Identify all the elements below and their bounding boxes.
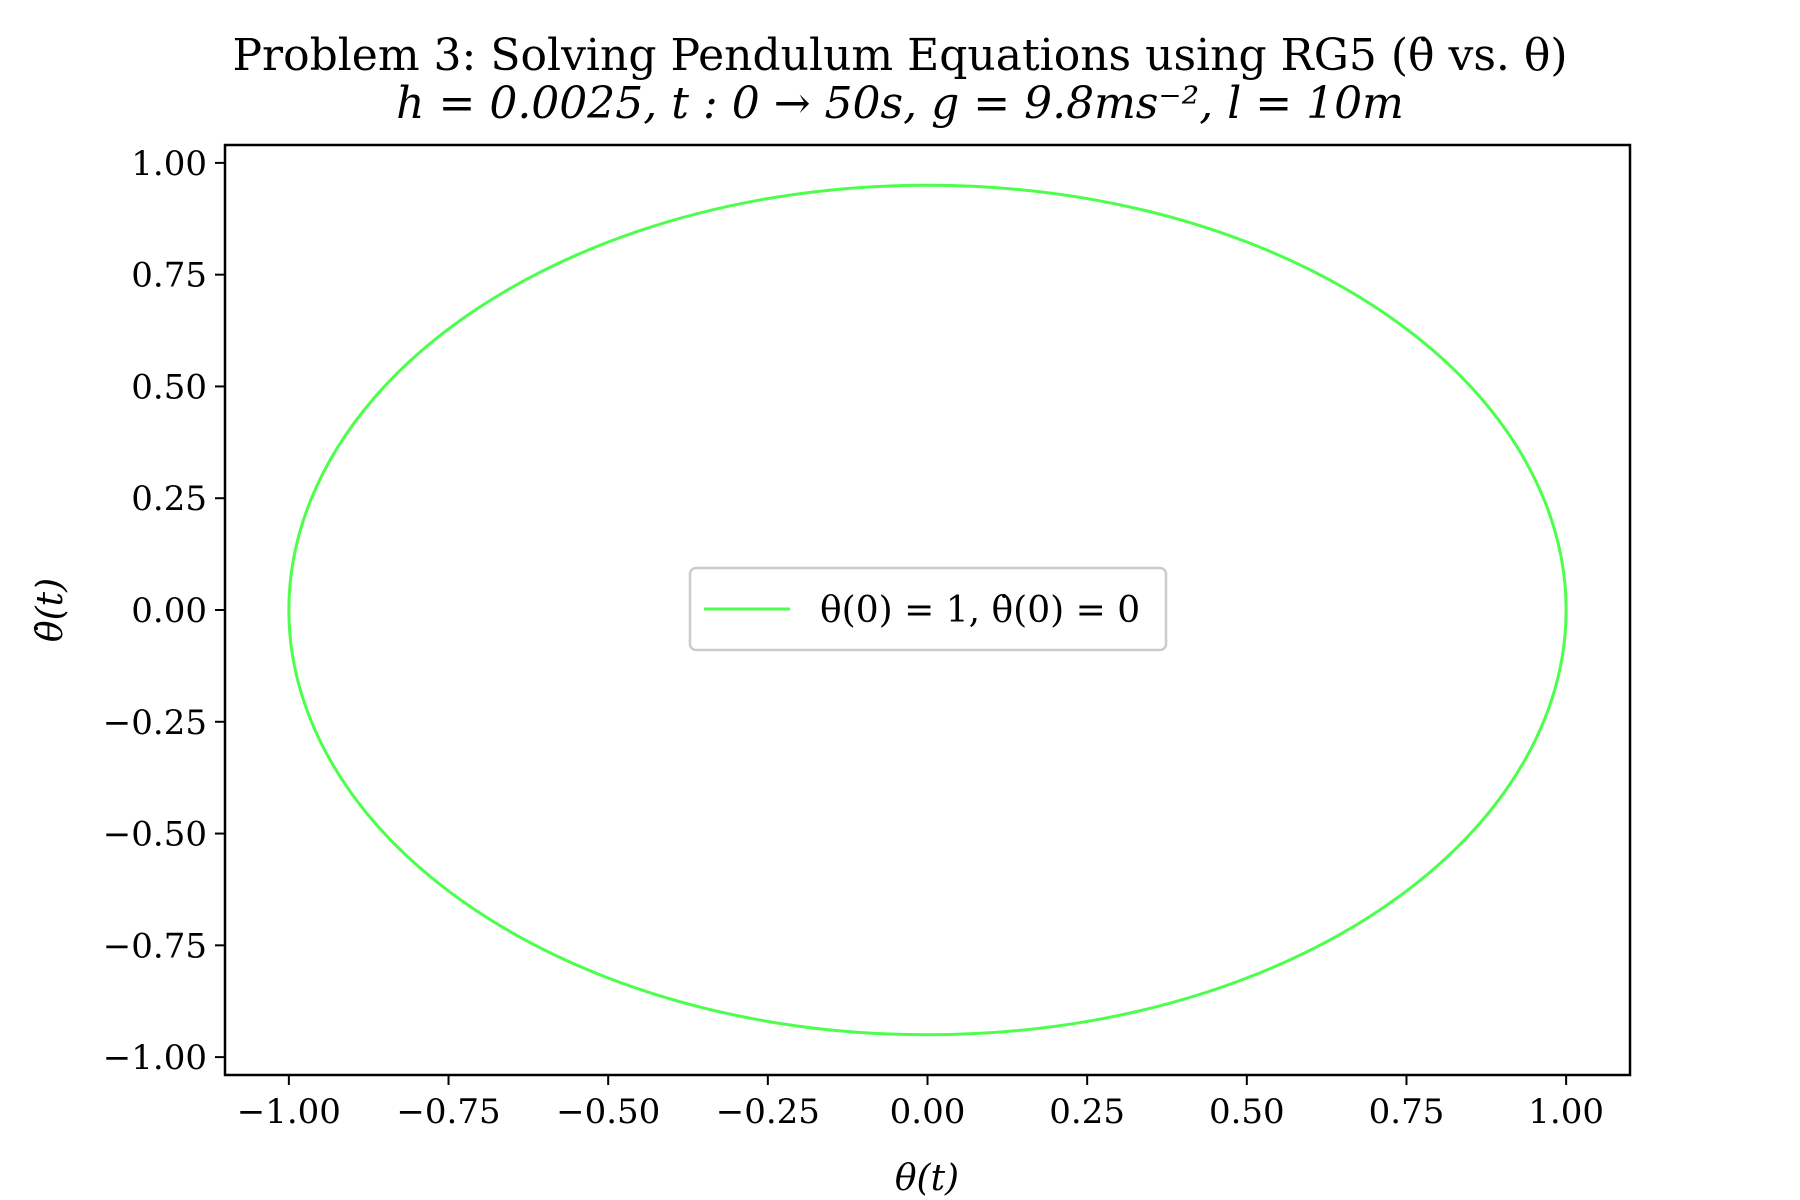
chart-subtitle: h = 0.0025, t : 0 → 50s, g = 9.8ms⁻², l …: [396, 78, 1404, 129]
y-tick-label: −0.50: [103, 815, 207, 855]
x-axis-label: θ(t): [895, 1158, 959, 1199]
x-tick-label: −0.75: [396, 1092, 500, 1132]
chart-title: Problem 3: Solving Pendulum Equations us…: [232, 30, 1567, 81]
y-tick-label: 0.50: [131, 367, 207, 407]
x-tick-label: 0.00: [890, 1092, 966, 1132]
x-tick-label: −0.25: [716, 1092, 820, 1132]
y-tick-label: 0.25: [131, 479, 207, 519]
x-axis-ticks: −1.00 −0.75 −0.50 −0.25 0.00 0.25 0.50 0.75 1.00: [237, 1075, 1604, 1132]
series-line: [287, 183, 1568, 1037]
x-tick-label: 1.00: [1528, 1092, 1604, 1132]
y-tick-label: −0.25: [103, 703, 207, 743]
legend-box: [688, 566, 1168, 652]
y-tick-label: −0.75: [103, 926, 207, 966]
y-tick-label: 0.75: [131, 256, 207, 296]
x-tick-label: −0.50: [556, 1092, 660, 1132]
x-tick-label: 0.75: [1369, 1092, 1445, 1132]
legend-entry-label: θ(0) = 1, θ̇(0) = 0: [820, 590, 1140, 631]
legend: θ(0) = 1, θ̇(0) = 0: [688, 566, 1168, 652]
y-tick-label: 0.00: [131, 591, 207, 631]
x-tick-label: 0.50: [1209, 1092, 1285, 1132]
y-tick-label: −1.00: [103, 1038, 207, 1078]
y-axis-ticks: 1.00 0.75 0.50 0.25 0.00 −0.25 −0.50 −0.75 −1.00: [103, 144, 225, 1078]
x-tick-label: 0.25: [1049, 1092, 1125, 1132]
y-tick-label: 1.00: [131, 144, 207, 184]
x-tick-label: −1.00: [237, 1092, 341, 1132]
y-axis-label: θ̇(t): [30, 578, 71, 642]
